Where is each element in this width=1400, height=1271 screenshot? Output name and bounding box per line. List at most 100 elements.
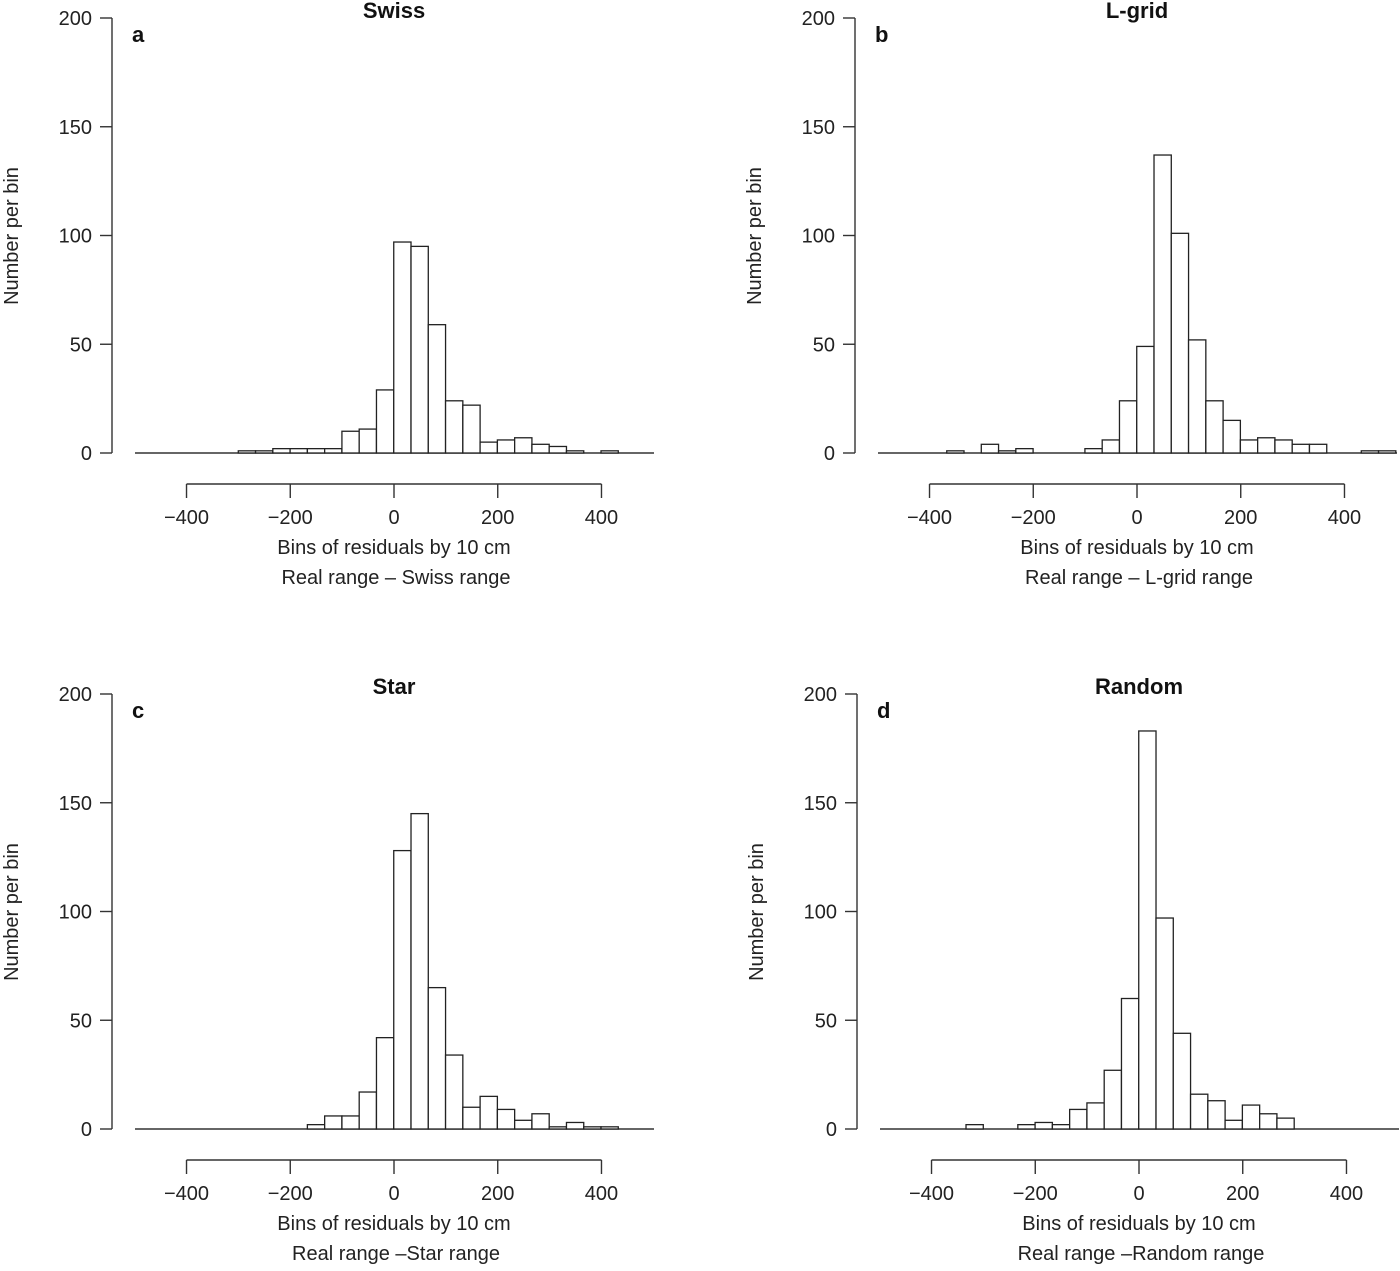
- histogram-bar: [393, 849, 412, 1130]
- histogram-bar: [237, 450, 257, 454]
- histogram-bar: [1256, 437, 1276, 454]
- histogram-bar: [341, 1115, 360, 1130]
- histogram-bar: [1258, 1113, 1278, 1130]
- histogram-bar: [479, 441, 499, 454]
- x-axis-sublabel: Real range – L-grid range: [1025, 567, 1253, 589]
- histogram-bar: [548, 445, 568, 454]
- panel-title: Random: [1095, 674, 1183, 699]
- histogram-bar: [965, 1124, 984, 1130]
- y-tick-label: 50: [70, 1010, 92, 1032]
- histogram-bar: [1276, 1117, 1295, 1130]
- histogram-bar: [375, 1037, 395, 1130]
- x-tick-label: 400: [1328, 507, 1361, 529]
- x-tick-label: 200: [1224, 507, 1257, 529]
- x-tick-label: 200: [481, 1183, 514, 1205]
- histogram-bar: [1224, 1119, 1244, 1130]
- y-tick-label: 0: [826, 1119, 837, 1141]
- histogram-bar: [1241, 1104, 1261, 1130]
- histogram-bar: [496, 439, 516, 454]
- histogram-bar: [531, 1113, 550, 1130]
- histogram-bar: [1239, 439, 1259, 454]
- histogram-bar: [358, 1091, 378, 1130]
- panel-letter: c: [132, 698, 144, 723]
- y-tick-label: 150: [59, 117, 92, 139]
- histogram-bar: [1015, 447, 1034, 454]
- histogram-bar: [1170, 232, 1190, 454]
- panel-b: 0 50 100 150 200 Number per bin −400 −200 0 200 40…: [744, 0, 1397, 589]
- histogram-bar: [583, 1126, 602, 1130]
- panel-letter: a: [132, 22, 145, 47]
- histogram-bar: [1377, 450, 1397, 454]
- histogram-bar: [1222, 419, 1242, 454]
- y-tick-label: 150: [804, 793, 837, 815]
- y-axis-label: Number per bin: [1, 167, 23, 305]
- y-axis-label: Number per bin: [746, 843, 768, 981]
- x-tick-label: 0: [1131, 507, 1142, 529]
- histogram-bar: [1118, 400, 1138, 454]
- y-tick-label: 0: [824, 443, 835, 465]
- x-axis-sublabel: Real range –Random range: [1018, 1243, 1265, 1265]
- y-tick-label: 150: [802, 117, 835, 139]
- x-tick-label: 400: [585, 507, 618, 529]
- x-tick-label: −400: [909, 1183, 954, 1205]
- histogram-bar: [1051, 1124, 1071, 1130]
- histogram-bar: [1017, 1124, 1036, 1130]
- x-tick-label: 0: [388, 507, 399, 529]
- x-axis-sublabel: Real range –Star range: [292, 1243, 500, 1265]
- y-axis-label: Number per bin: [1, 843, 23, 981]
- histogram-bar: [375, 389, 395, 454]
- histogram-bar: [323, 1115, 343, 1130]
- y-tick-label: 200: [59, 684, 92, 706]
- histogram-bar: [410, 812, 429, 1130]
- histogram-bar: [600, 450, 619, 454]
- histogram-bar: [444, 1054, 464, 1130]
- histogram-bar: [513, 1119, 533, 1130]
- x-tick-label: 0: [1133, 1183, 1144, 1205]
- panel-letter: d: [877, 698, 890, 723]
- histogram-bar: [289, 447, 309, 454]
- x-axis-label: Bins of residuals by 10 cm: [1020, 537, 1253, 559]
- histogram-bar: [462, 1106, 481, 1130]
- y-tick-label: 50: [70, 334, 92, 356]
- x-tick-label: −200: [1011, 507, 1056, 529]
- y-tick-label: 100: [804, 902, 837, 924]
- histogram-bar: [1120, 997, 1140, 1130]
- histogram-bar: [946, 450, 965, 454]
- y-tick-label: 50: [815, 1010, 837, 1032]
- histogram-bar: [1155, 917, 1174, 1130]
- x-tick-label: −200: [1013, 1183, 1058, 1205]
- histogram-bar: [1086, 1102, 1105, 1130]
- histogram-bar: [513, 437, 533, 454]
- histogram-bar: [393, 241, 412, 454]
- histogram-bar: [306, 447, 326, 454]
- x-tick-label: −400: [164, 507, 209, 529]
- histogram-bar: [1308, 443, 1328, 454]
- histogram-bar: [1034, 1121, 1054, 1130]
- y-axis-label: Number per bin: [744, 167, 766, 305]
- histogram-bar: [427, 986, 447, 1130]
- panel-a: 0 50 100 150 200 Number per bin −400 −200 0 200 40…: [1, 0, 654, 589]
- histogram-bar: [1101, 439, 1121, 454]
- x-axis-sublabel: Real range – Swiss range: [281, 567, 510, 589]
- x-tick-label: 400: [1330, 1183, 1363, 1205]
- x-tick-label: −200: [268, 1183, 313, 1205]
- histogram-bar: [1068, 1108, 1088, 1130]
- panel-title: Swiss: [363, 0, 425, 23]
- histogram-bar: [496, 1108, 516, 1130]
- panel-letter: b: [875, 22, 888, 47]
- x-tick-label: 200: [481, 507, 514, 529]
- y-tick-label: 200: [59, 8, 92, 30]
- histogram-bar: [479, 1095, 499, 1130]
- x-tick-label: 0: [388, 1183, 399, 1205]
- histogram-bar: [1189, 1093, 1209, 1130]
- panel-title: L-grid: [1106, 0, 1168, 23]
- histogram-bar: [1103, 1069, 1123, 1130]
- histogram-bar: [1360, 450, 1380, 454]
- histogram-bar: [1136, 345, 1155, 454]
- histogram-bar: [254, 450, 274, 454]
- histogram-bar: [1205, 400, 1224, 454]
- panel-title: Star: [373, 674, 416, 699]
- x-tick-label: 400: [585, 1183, 618, 1205]
- x-axis-label: Bins of residuals by 10 cm: [277, 537, 510, 559]
- histogram-bar: [565, 450, 585, 454]
